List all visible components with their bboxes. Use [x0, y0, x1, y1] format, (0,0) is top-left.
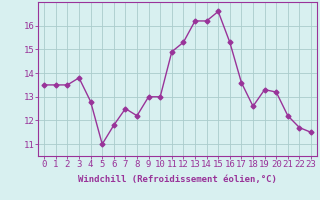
- X-axis label: Windchill (Refroidissement éolien,°C): Windchill (Refroidissement éolien,°C): [78, 175, 277, 184]
